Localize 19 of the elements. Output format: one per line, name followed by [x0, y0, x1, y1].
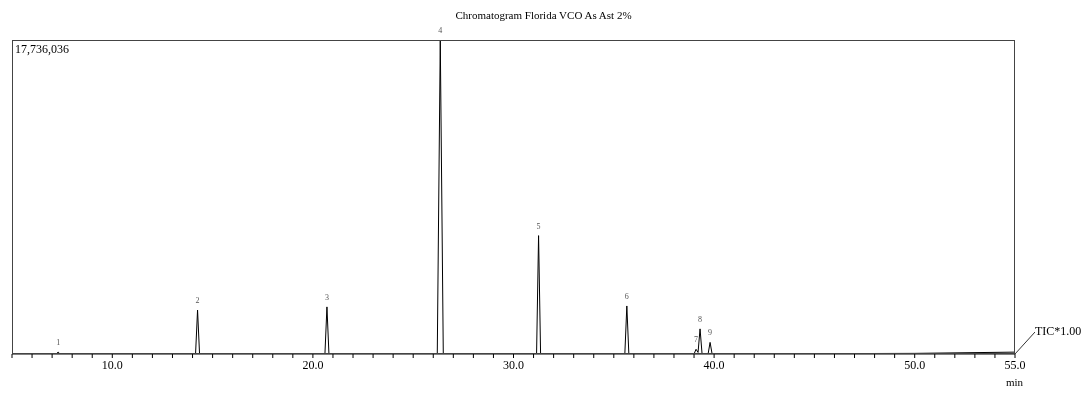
annotation: 5	[536, 221, 541, 231]
x-tick-label: 40.0	[703, 357, 725, 372]
annotation: 8	[698, 314, 703, 324]
annotation: 6	[624, 291, 629, 301]
annotation: 2	[195, 296, 200, 306]
annotation: 3	[324, 292, 329, 302]
text: TIC*1.00	[1035, 324, 1082, 339]
chart-title: Chromatogram Florida VCO As Ast 2%	[454, 8, 633, 22]
x-tick-label: 20.0	[302, 357, 324, 372]
annotation: 17,736,036	[15, 42, 69, 57]
x-tick-label: 30.0	[503, 357, 524, 372]
annotation: 1	[56, 338, 61, 348]
x-tick-label: 55.0	[1004, 357, 1026, 372]
x-axis-title: min	[1005, 376, 1023, 388]
annotation: 4	[438, 26, 443, 35]
x-tick-label: 10.0	[101, 357, 123, 372]
annotation: 9	[708, 328, 713, 338]
annotation: 7	[694, 335, 699, 345]
x-tick-label: 50.0	[904, 357, 926, 372]
